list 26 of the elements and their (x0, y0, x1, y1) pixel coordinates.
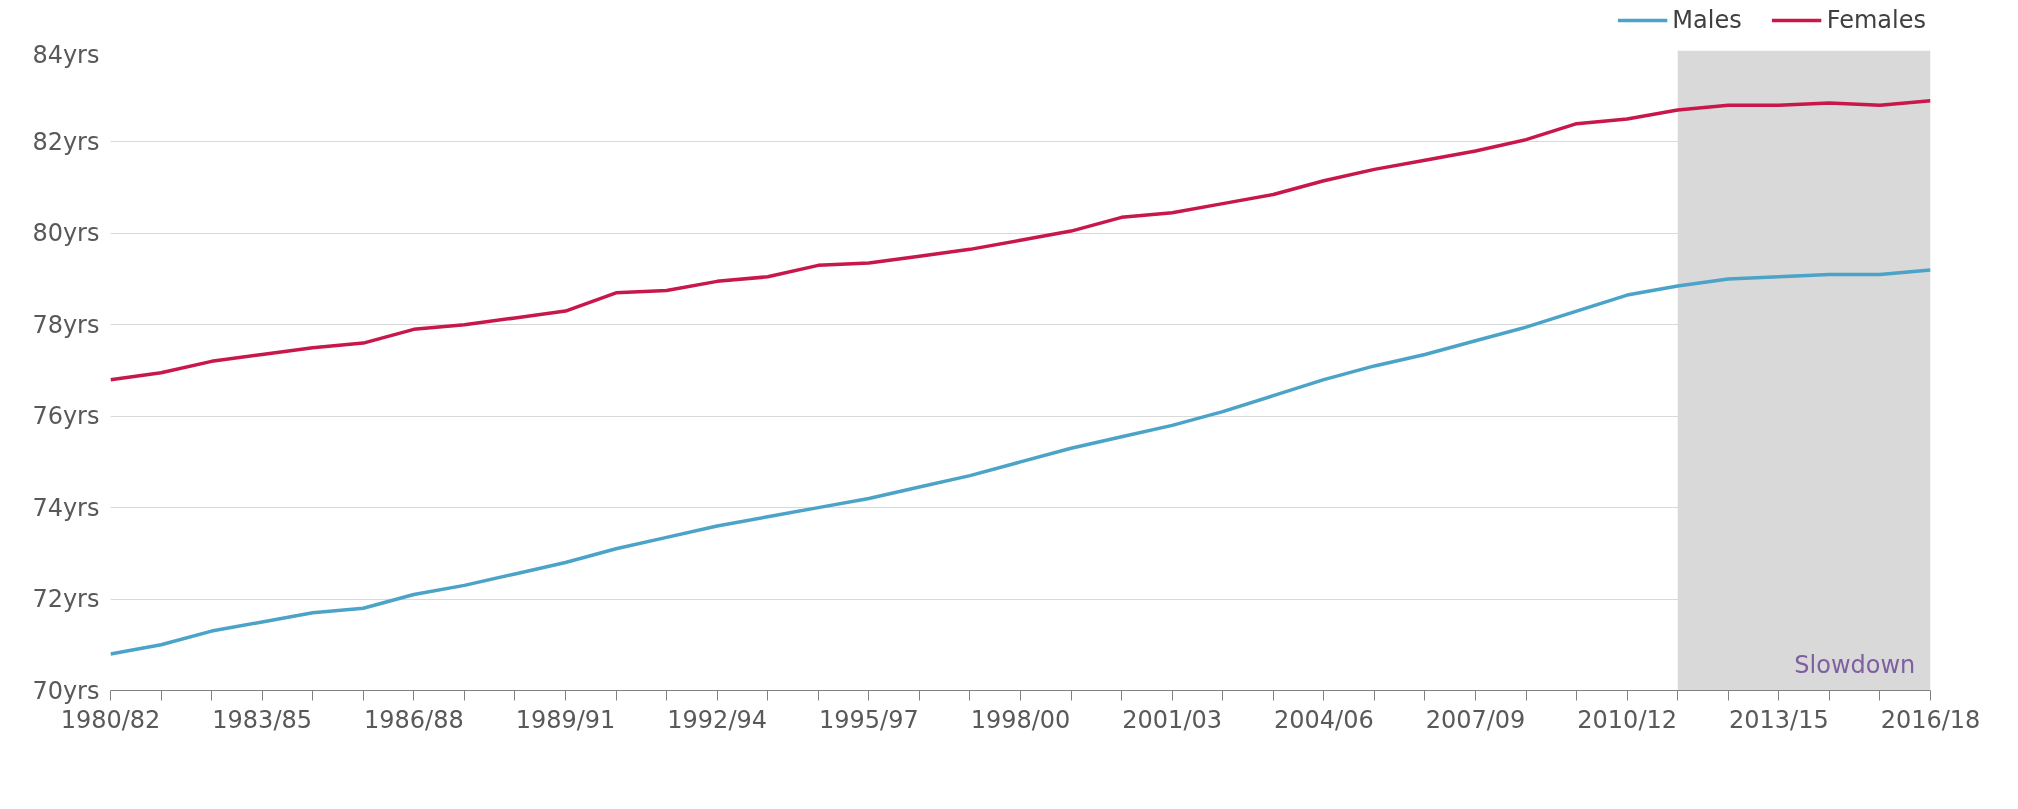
x-tick-label: 2010/12 (1577, 705, 1678, 734)
y-tick-label: 76yrs (32, 402, 100, 431)
x-tick-label: 1995/97 (818, 705, 919, 734)
x-tick-label: 1986/88 (363, 705, 464, 734)
y-tick-label: 70yrs (32, 676, 100, 705)
y-tick-label: 80yrs (32, 219, 100, 248)
x-tick-label: 2001/03 (1122, 705, 1223, 734)
x-tick-label: 1992/94 (667, 705, 768, 734)
y-tick-label: 72yrs (32, 585, 100, 614)
y-tick-label: 84yrs (32, 40, 100, 69)
annotation: Slowdown (1794, 650, 1916, 679)
legend-label: Females (1826, 6, 1926, 34)
x-tick-label: 1980/82 (60, 705, 161, 734)
y-tick-label: 82yrs (32, 127, 100, 156)
y-tick-label: 78yrs (32, 310, 100, 339)
x-tick-label: 2004/06 (1273, 705, 1374, 734)
line-series (110, 99, 1931, 382)
x-tick-label: 1998/00 (970, 705, 1071, 734)
line-series (110, 268, 1931, 656)
x-tick-label: 1989/91 (515, 705, 616, 734)
y-tick-label: 74yrs (32, 493, 100, 522)
x-tick-label: 2013/15 (1728, 705, 1829, 734)
x-tick-label: 2007/09 (1425, 705, 1526, 734)
x-tick-label: 1983/85 (212, 705, 313, 734)
legend-label: Males (1672, 6, 1742, 34)
x-tick-label: 2016/18 (1880, 705, 1981, 734)
